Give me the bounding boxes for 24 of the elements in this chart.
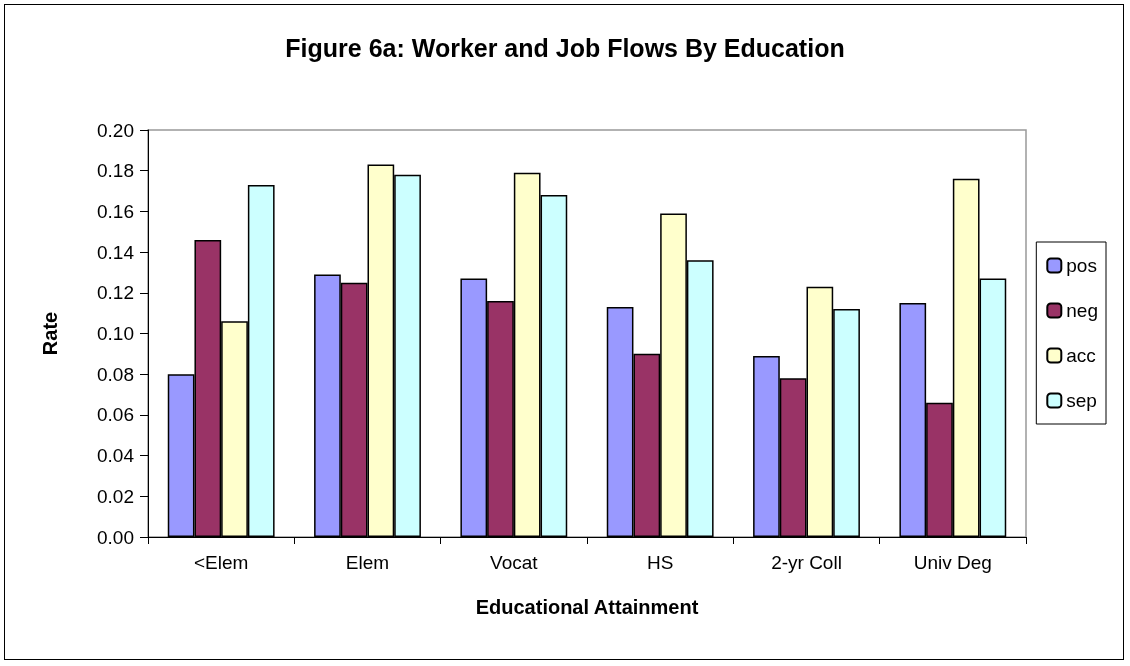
y-tick-label: 0.04 (97, 445, 135, 467)
legend-label: pos (1066, 255, 1097, 276)
chart-title: Figure 6a: Worker and Job Flows By Education (285, 33, 845, 62)
y-axis-title: Rate (39, 311, 61, 356)
y-tick-label: 0.12 (97, 282, 134, 304)
legend-label: sep (1066, 390, 1097, 411)
y-tick-label: 0.16 (97, 200, 134, 222)
legend-label: acc (1066, 345, 1096, 366)
y-tick-label: 0.08 (97, 363, 134, 385)
x-tick-label: Vocat (490, 552, 539, 573)
y-tick-label: 0.20 (97, 119, 134, 141)
y-tick-label: 0.02 (97, 485, 134, 507)
x-tick-label: 2-yr Coll (771, 552, 842, 573)
x-axis-title: Educational Attainment (475, 596, 699, 618)
y-tick-label: 0.06 (97, 404, 134, 426)
legend-label: neg (1066, 300, 1098, 321)
y-tick-label: 0.18 (97, 160, 134, 182)
x-tick-label: Univ Deg (913, 552, 992, 573)
x-tick-label: <Elem (193, 552, 249, 573)
x-tick-label: Elem (345, 552, 390, 573)
x-tick-label: HS (646, 552, 674, 573)
y-tick-label: 0.00 (97, 526, 134, 548)
y-tick-label: 0.10 (97, 323, 134, 344)
y-tick-label: 0.14 (97, 241, 135, 263)
